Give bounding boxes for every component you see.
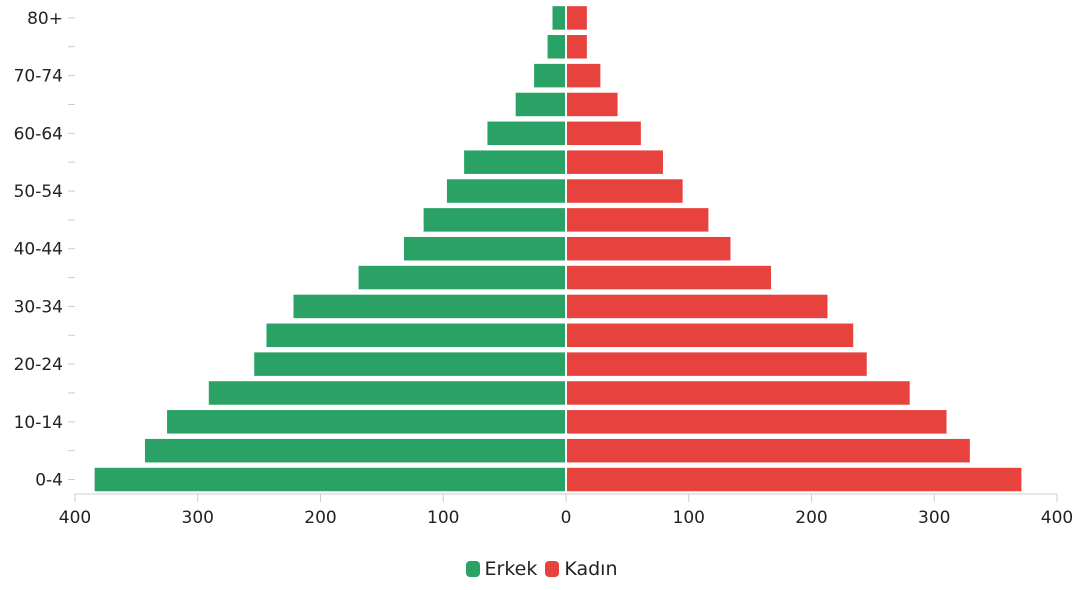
male-bar-0-4	[94, 467, 566, 492]
female-bar-20-24	[566, 352, 867, 376]
female-bar-65-69	[566, 92, 618, 117]
male-bar-70-74	[534, 63, 566, 88]
male-bar-55-59	[464, 150, 566, 174]
female-bar-25-29	[566, 323, 854, 348]
female-bar-55-59	[566, 150, 663, 174]
y-tick-label: 40-44	[14, 240, 63, 260]
x-tick-label: 300	[918, 508, 950, 528]
y-tick-label: 80+	[27, 9, 63, 29]
male-bar-25-29	[266, 323, 566, 348]
x-tick-label: 100	[427, 508, 459, 528]
legend-item-male[interactable]: Erkek	[465, 558, 538, 580]
y-tick-label: 0-4	[35, 471, 63, 491]
legend-label-female: Kadın	[564, 558, 618, 580]
y-tick-label: 60-64	[14, 124, 63, 144]
male-bar-10-14	[167, 410, 566, 434]
female-bar-0-4	[566, 467, 1022, 492]
x-tick-label: 300	[182, 508, 214, 528]
male-bar-40-44	[403, 236, 566, 261]
x-tick-label: 200	[304, 508, 336, 528]
y-tick-label: 10-14	[14, 413, 63, 433]
legend-swatch-male	[465, 561, 480, 577]
male-bar-5-9	[144, 438, 566, 463]
male-bar-80+	[552, 6, 566, 30]
female-bar-45-49	[566, 208, 709, 232]
female-bar-30-34	[566, 294, 828, 319]
y-tick-label: 30-34	[14, 297, 63, 317]
y-tick-label: 50-54	[14, 182, 63, 202]
y-tick-label: 20-24	[14, 355, 63, 375]
male-bar-60-64	[487, 121, 566, 146]
x-tick-label: 100	[673, 508, 705, 528]
female-bar-35-39	[566, 265, 771, 290]
legend-item-female[interactable]: Kadın	[545, 558, 618, 580]
female-bar-5-9	[566, 438, 970, 463]
chart-legend: Erkek Kadın	[0, 558, 1083, 580]
legend-swatch-female	[545, 561, 560, 577]
male-bar-45-49	[423, 208, 566, 232]
chart-canvas: 0-4 10-14 20-24 30-34 40-44 50-54 60-64 70-74 80…	[13, 6, 1074, 528]
x-tick-label: 400	[59, 508, 91, 528]
male-bar-15-19	[208, 381, 567, 405]
male-bar-50-54	[446, 179, 566, 203]
female-bar-15-19	[566, 381, 910, 405]
male-bar-35-39	[358, 265, 566, 290]
female-bar-80+	[566, 6, 587, 30]
female-bar-50-54	[566, 179, 683, 203]
male-bar-65-69	[515, 92, 566, 117]
male-bar-20-24	[254, 352, 566, 376]
female-bar-10-14	[566, 410, 947, 434]
female-bar-60-64	[566, 121, 641, 146]
legend-label-male: Erkek	[484, 558, 538, 580]
x-tick-label: 0	[561, 508, 572, 528]
female-bar-75-79	[566, 35, 587, 59]
male-bar-30-34	[293, 294, 566, 319]
x-tick-label: 400	[1041, 508, 1073, 528]
x-tick-label: 200	[795, 508, 827, 528]
male-bar-75-79	[547, 35, 566, 59]
y-tick-label: 70-74	[14, 67, 63, 87]
female-bar-40-44	[566, 236, 731, 261]
female-bar-70-74	[566, 63, 601, 88]
